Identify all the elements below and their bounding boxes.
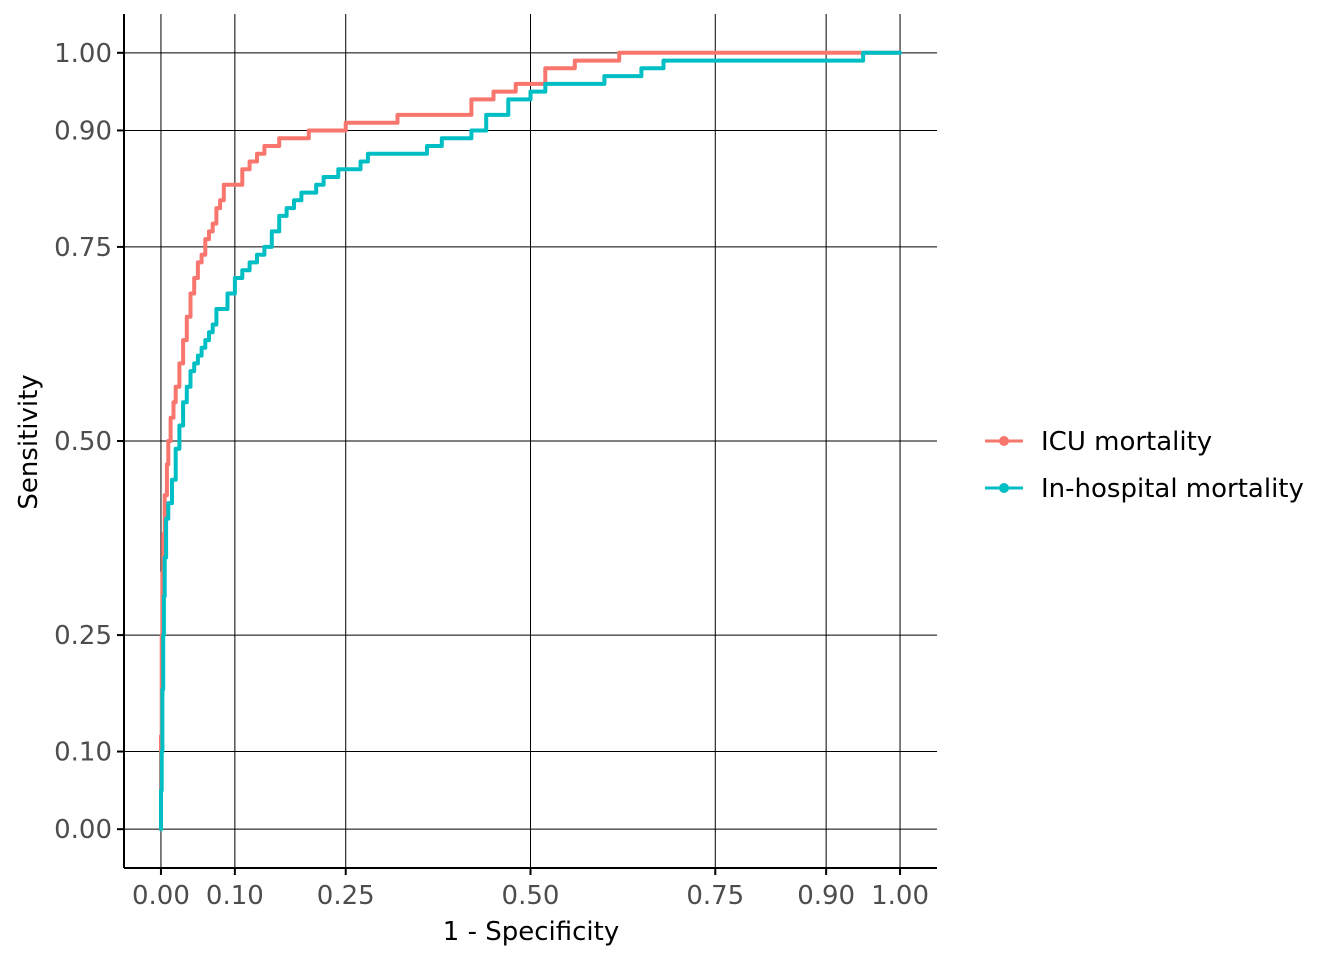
x-tick-label: 0.50 [502, 881, 560, 911]
y-tick-label: 0.90 [54, 116, 112, 146]
y-tick-label: 0.50 [54, 427, 112, 457]
y-tick-label: 0.25 [54, 621, 112, 651]
x-tick-label: 0.75 [686, 881, 744, 911]
series-line-1 [159, 50, 902, 832]
x-tick-label: 0.10 [206, 881, 264, 911]
legend: ICU mortality In-hospital mortality [985, 427, 1304, 504]
legend-label: ICU mortality [1041, 427, 1212, 457]
x-tick-label: 0.90 [797, 881, 855, 911]
tick-labels: 0.00 0.10 0.25 0.50 0.75 0.90 1.00 0.00 0.10 0.25… [54, 39, 929, 911]
y-tick-label: 0.75 [54, 233, 112, 263]
x-tick-label: 0.25 [317, 881, 375, 911]
legend-key-point [999, 483, 1009, 493]
y-tick-label: 0.00 [54, 815, 112, 845]
x-tick-label: 0.00 [132, 881, 190, 911]
x-axis-title: 1 - Specificity [443, 917, 619, 947]
y-tick-label: 0.10 [54, 738, 112, 768]
y-tick-label: 1.00 [54, 39, 112, 69]
legend-key-point [999, 436, 1009, 446]
x-tick-label: 1.00 [871, 881, 929, 911]
grid-lines [124, 14, 937, 868]
y-axis-title: Sensitivity [14, 374, 44, 509]
series-line-0 [159, 50, 902, 832]
axes [117, 14, 937, 875]
legend-label: In-hospital mortality [1041, 474, 1304, 504]
series-lines [159, 50, 902, 832]
